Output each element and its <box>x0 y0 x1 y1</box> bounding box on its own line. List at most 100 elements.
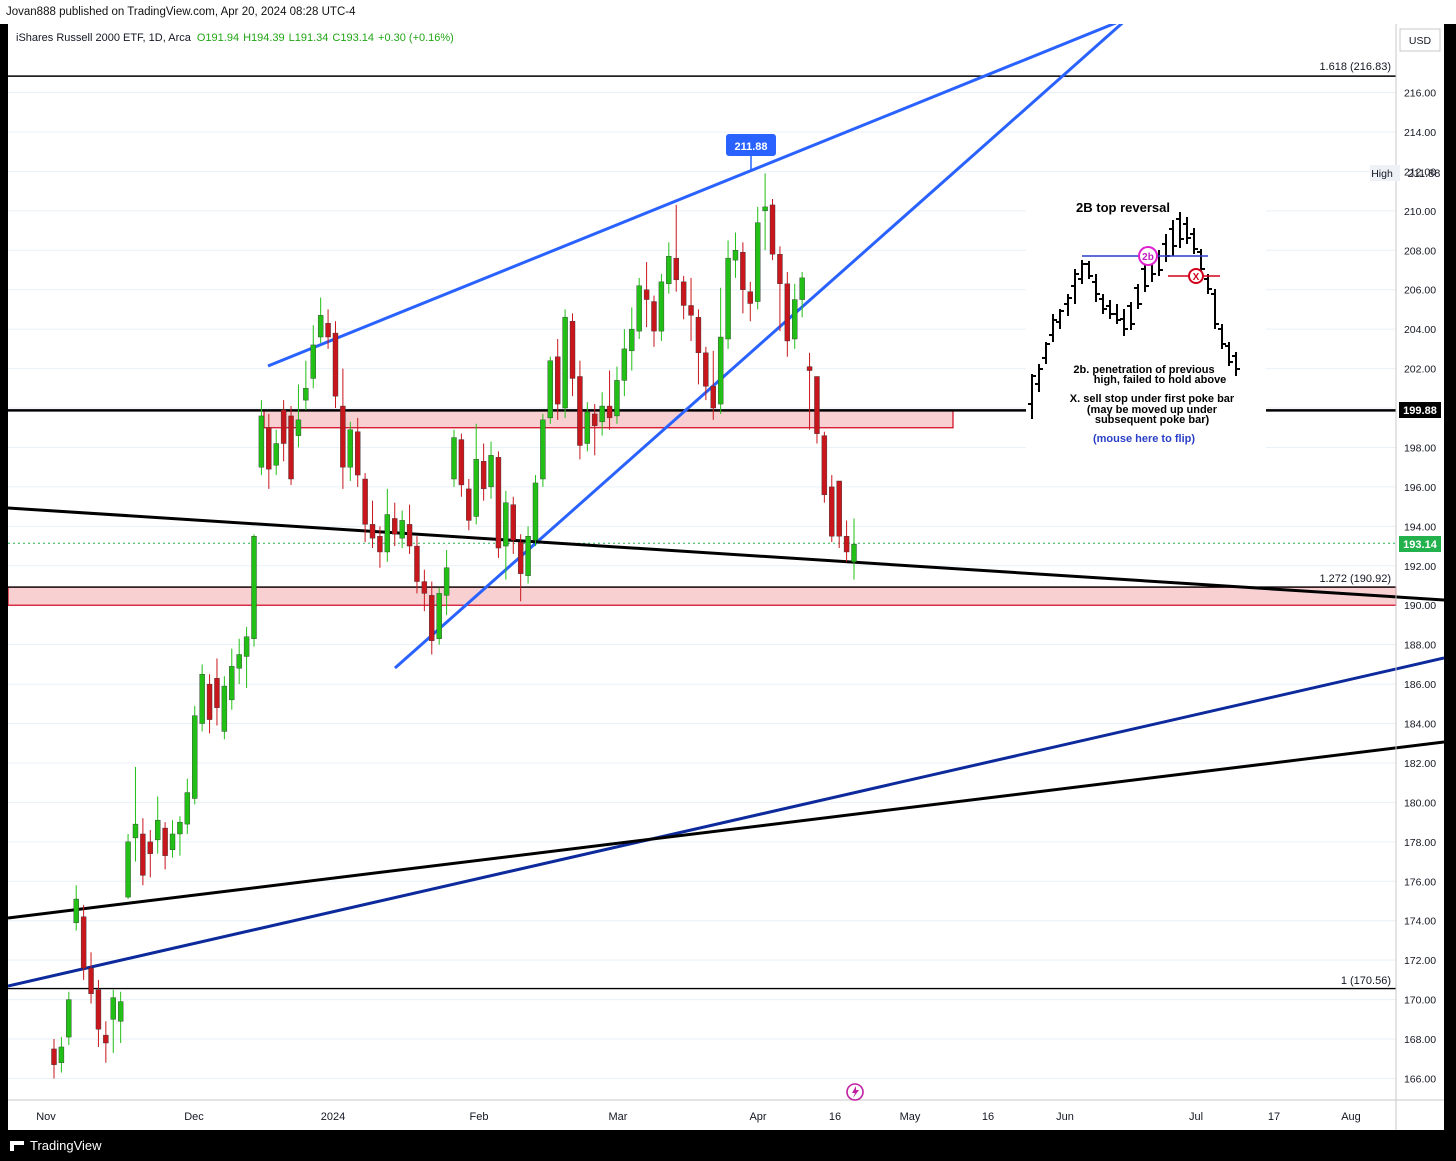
candle-body-39 <box>340 405 346 468</box>
price-tick-214: 214.00 <box>1404 127 1436 139</box>
price-tick-180: 180.00 <box>1404 797 1436 809</box>
candle-body-64 <box>525 536 531 576</box>
time-tick-6: 16 <box>829 1111 841 1123</box>
candle-body-56 <box>466 488 472 521</box>
price-tick-194: 194.00 <box>1404 521 1436 533</box>
long-term-support-line <box>8 656 1444 988</box>
time-tick-9: Jun <box>1056 1111 1074 1123</box>
candle-body-1 <box>58 1046 65 1063</box>
candle-body-29 <box>266 427 272 470</box>
inset-bar-6 <box>1071 269 1079 304</box>
candle-body-36 <box>317 315 324 338</box>
candle-44 <box>377 526 383 568</box>
inset-bar-27 <box>1218 324 1226 349</box>
legend-open: O191.94 <box>197 32 239 44</box>
candle-body-24 <box>229 666 235 701</box>
candle-body-63 <box>517 541 524 574</box>
candlestick-chart[interactable]: 166.00 168.00 170.00 172.00 174.00 176.00 178.… <box>8 24 1444 1130</box>
time-tick-7: May <box>900 1111 921 1123</box>
candle-body-34 <box>303 388 309 401</box>
candle-body-46 <box>392 518 398 535</box>
candle-76 <box>614 366 620 424</box>
time-tick-2: 2024 <box>321 1111 345 1123</box>
candle-body-31 <box>280 409 287 444</box>
candle-body-97 <box>769 204 776 255</box>
candle-body-7 <box>103 1034 109 1044</box>
candle-body-33 <box>295 419 302 436</box>
candle-77 <box>621 329 628 397</box>
candle-body-22 <box>214 677 220 708</box>
candle-body-19 <box>192 715 198 799</box>
candle-body-48 <box>406 524 413 547</box>
price-tick-210: 210.00 <box>1404 206 1436 218</box>
candle-body-73 <box>592 413 598 426</box>
candle-body-55 <box>458 439 465 486</box>
candle-86 <box>688 277 694 341</box>
candle-3 <box>73 885 79 931</box>
rising-trendline <box>394 24 1124 670</box>
inset-flip-hint[interactable]: (mouse here to flip) <box>1093 433 1195 445</box>
price-axis[interactable]: 166.00 168.00 170.00 172.00 174.00 176.00 178.… <box>1395 24 1436 1130</box>
lightning-icon <box>852 1086 859 1098</box>
candle-body-4 <box>80 916 87 969</box>
inset-bar-21 <box>1176 212 1184 248</box>
time-axis[interactable]: Nov Dec 2024 Feb Mar Apr 16 May 16 Jun Jul 17 Aug <box>8 1099 1444 1123</box>
inset-note2-line3: subsequent poke bar) <box>1095 414 1210 426</box>
candle-2 <box>66 991 72 1045</box>
tradingview-logo[interactable]: TradingView <box>10 1131 102 1161</box>
time-tick-10: Jul <box>1189 1111 1203 1123</box>
publish-info: Jovan888 published on TradingView.com, A… <box>6 6 356 18</box>
candle-93 <box>740 242 746 314</box>
chart-panel[interactable]: 166.00 168.00 170.00 172.00 174.00 176.00 178.… <box>8 24 1444 1130</box>
candle-53 <box>443 550 450 616</box>
events-icon[interactable] <box>846 1083 864 1101</box>
candle-body-90 <box>717 336 724 405</box>
candle-32 <box>288 406 294 485</box>
currency-label: USD <box>1409 35 1432 47</box>
currency-badge-box <box>1399 28 1441 52</box>
trendlines[interactable] <box>8 24 1444 988</box>
candle-body-82 <box>658 281 665 332</box>
inset-2b-diagram[interactable] <box>1026 199 1266 449</box>
candle-68 <box>555 339 561 420</box>
legend-line: iShares Russell 2000 ETF, 1D, Arca O191.9… <box>16 32 454 44</box>
inset-2b-badge-circle <box>1138 246 1158 266</box>
candle-11 <box>132 766 139 862</box>
tradingview-brand: TradingView <box>30 1138 102 1153</box>
candle-body-91 <box>725 257 731 340</box>
candle-87 <box>695 309 702 385</box>
inset-bar-2 <box>1042 342 1050 364</box>
descending-trendline <box>8 506 1444 602</box>
candle-15 <box>162 822 168 870</box>
candle-29 <box>266 413 272 489</box>
candle-33 <box>295 384 302 448</box>
price-tick-212: 212.00 <box>1404 166 1436 178</box>
candle-body-44 <box>377 536 383 553</box>
candle-75 <box>606 370 613 430</box>
time-tick-1: Dec <box>184 1111 204 1123</box>
candle-28 <box>258 400 265 476</box>
candle-23 <box>221 676 228 740</box>
candle-108 <box>851 518 857 580</box>
candle-1 <box>58 1037 65 1073</box>
price-tick-182: 182.00 <box>1404 758 1436 770</box>
candle-63 <box>517 534 524 602</box>
candle-79 <box>636 277 642 339</box>
candle-64 <box>525 526 531 584</box>
candle-body-9 <box>117 1001 124 1022</box>
candle-body-94 <box>747 291 753 304</box>
candle-body-20 <box>199 674 205 724</box>
candle-body-81 <box>651 301 657 332</box>
candle-body-52 <box>436 593 442 639</box>
inset-bar-26 <box>1211 289 1219 329</box>
inset-bar-22 <box>1183 217 1191 244</box>
candle-body-28 <box>258 415 265 468</box>
inset-note1-line2: high, failed to hold above <box>1094 374 1227 386</box>
long-term-black-line <box>8 740 1444 920</box>
candle-18 <box>184 778 191 834</box>
candle-26 <box>243 626 250 689</box>
candle-body-88 <box>703 352 709 387</box>
price-tick-172: 172.00 <box>1404 955 1436 967</box>
candle-body-27 <box>251 536 257 639</box>
